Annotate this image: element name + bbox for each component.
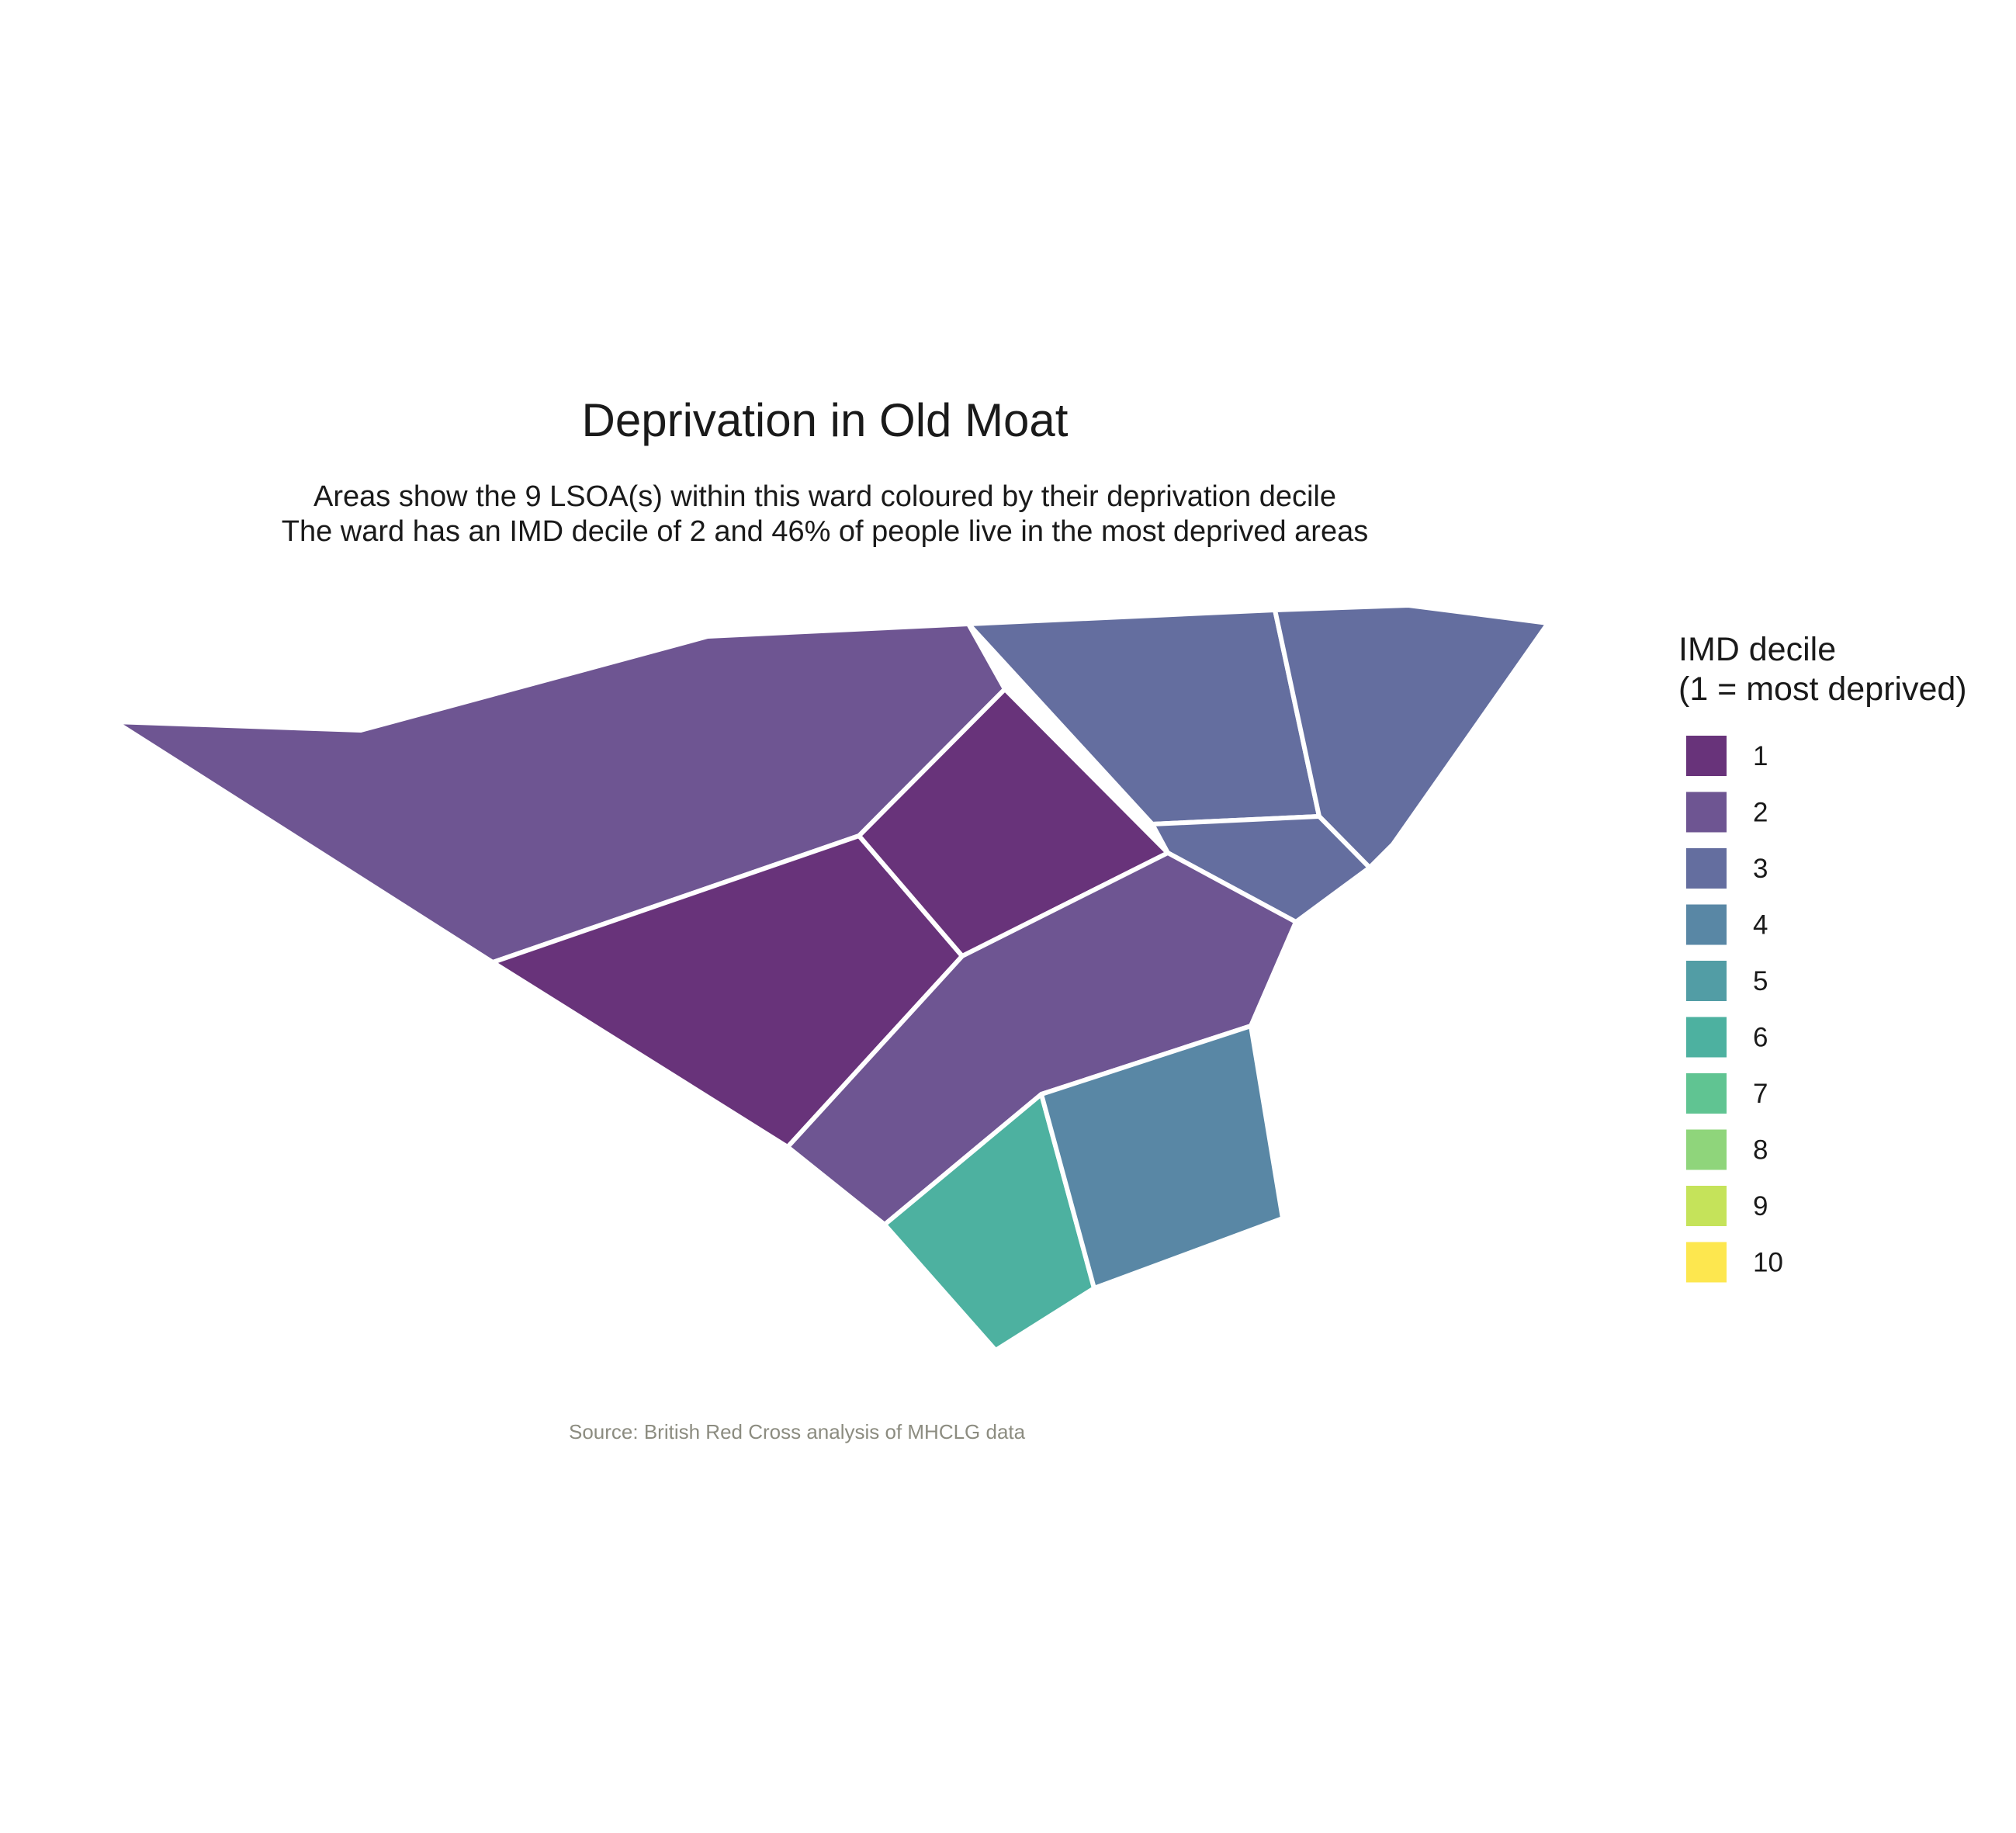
map-subtitle-line-1: Areas show the 9 LSOA(s) within this war… (313, 480, 1336, 513)
lsoa-area-6 (1150, 814, 1372, 924)
legend-items: 1 2 3 4 5 6 7 8 9 10 (1686, 736, 1783, 1283)
legend-swatch-10 (1686, 1242, 1727, 1283)
lsoa-areas (113, 603, 1550, 1353)
legend-label-6: 6 (1753, 1023, 1768, 1053)
map-title: Deprivation in Old Moat (582, 394, 1069, 446)
map-subtitle-line-2: The ward has an IMD decile of 2 and 46% … (282, 515, 1368, 548)
legend-label-9: 9 (1753, 1191, 1768, 1221)
legend-swatch-1 (1686, 736, 1727, 776)
legend: IMD decile (1 = most deprived) 1 2 3 4 5 6 7 8 9… (1678, 631, 1967, 1283)
map-caption: Source: British Red Cross analysis of MH… (569, 1420, 1026, 1443)
legend-label-3: 3 (1753, 854, 1768, 884)
legend-swatch-4 (1686, 904, 1727, 945)
legend-swatch-7 (1686, 1073, 1727, 1114)
legend-swatch-9 (1686, 1186, 1727, 1226)
legend-swatch-8 (1686, 1129, 1727, 1170)
legend-label-8: 8 (1753, 1135, 1768, 1166)
legend-label-4: 4 (1753, 910, 1768, 941)
legend-label-1: 1 (1753, 741, 1768, 771)
legend-swatch-6 (1686, 1017, 1727, 1058)
legend-swatch-5 (1686, 961, 1727, 1001)
lsoa-area-9 (1039, 1024, 1285, 1291)
legend-title-line-1: IMD decile (1678, 631, 1836, 668)
legend-label-5: 5 (1753, 966, 1768, 996)
legend-title-line-2: (1 = most deprived) (1678, 670, 1967, 708)
legend-label-10: 10 (1753, 1248, 1783, 1278)
legend-swatch-2 (1686, 792, 1727, 833)
legend-label-7: 7 (1753, 1079, 1768, 1109)
legend-swatch-3 (1686, 848, 1727, 889)
legend-label-2: 2 (1753, 798, 1768, 828)
